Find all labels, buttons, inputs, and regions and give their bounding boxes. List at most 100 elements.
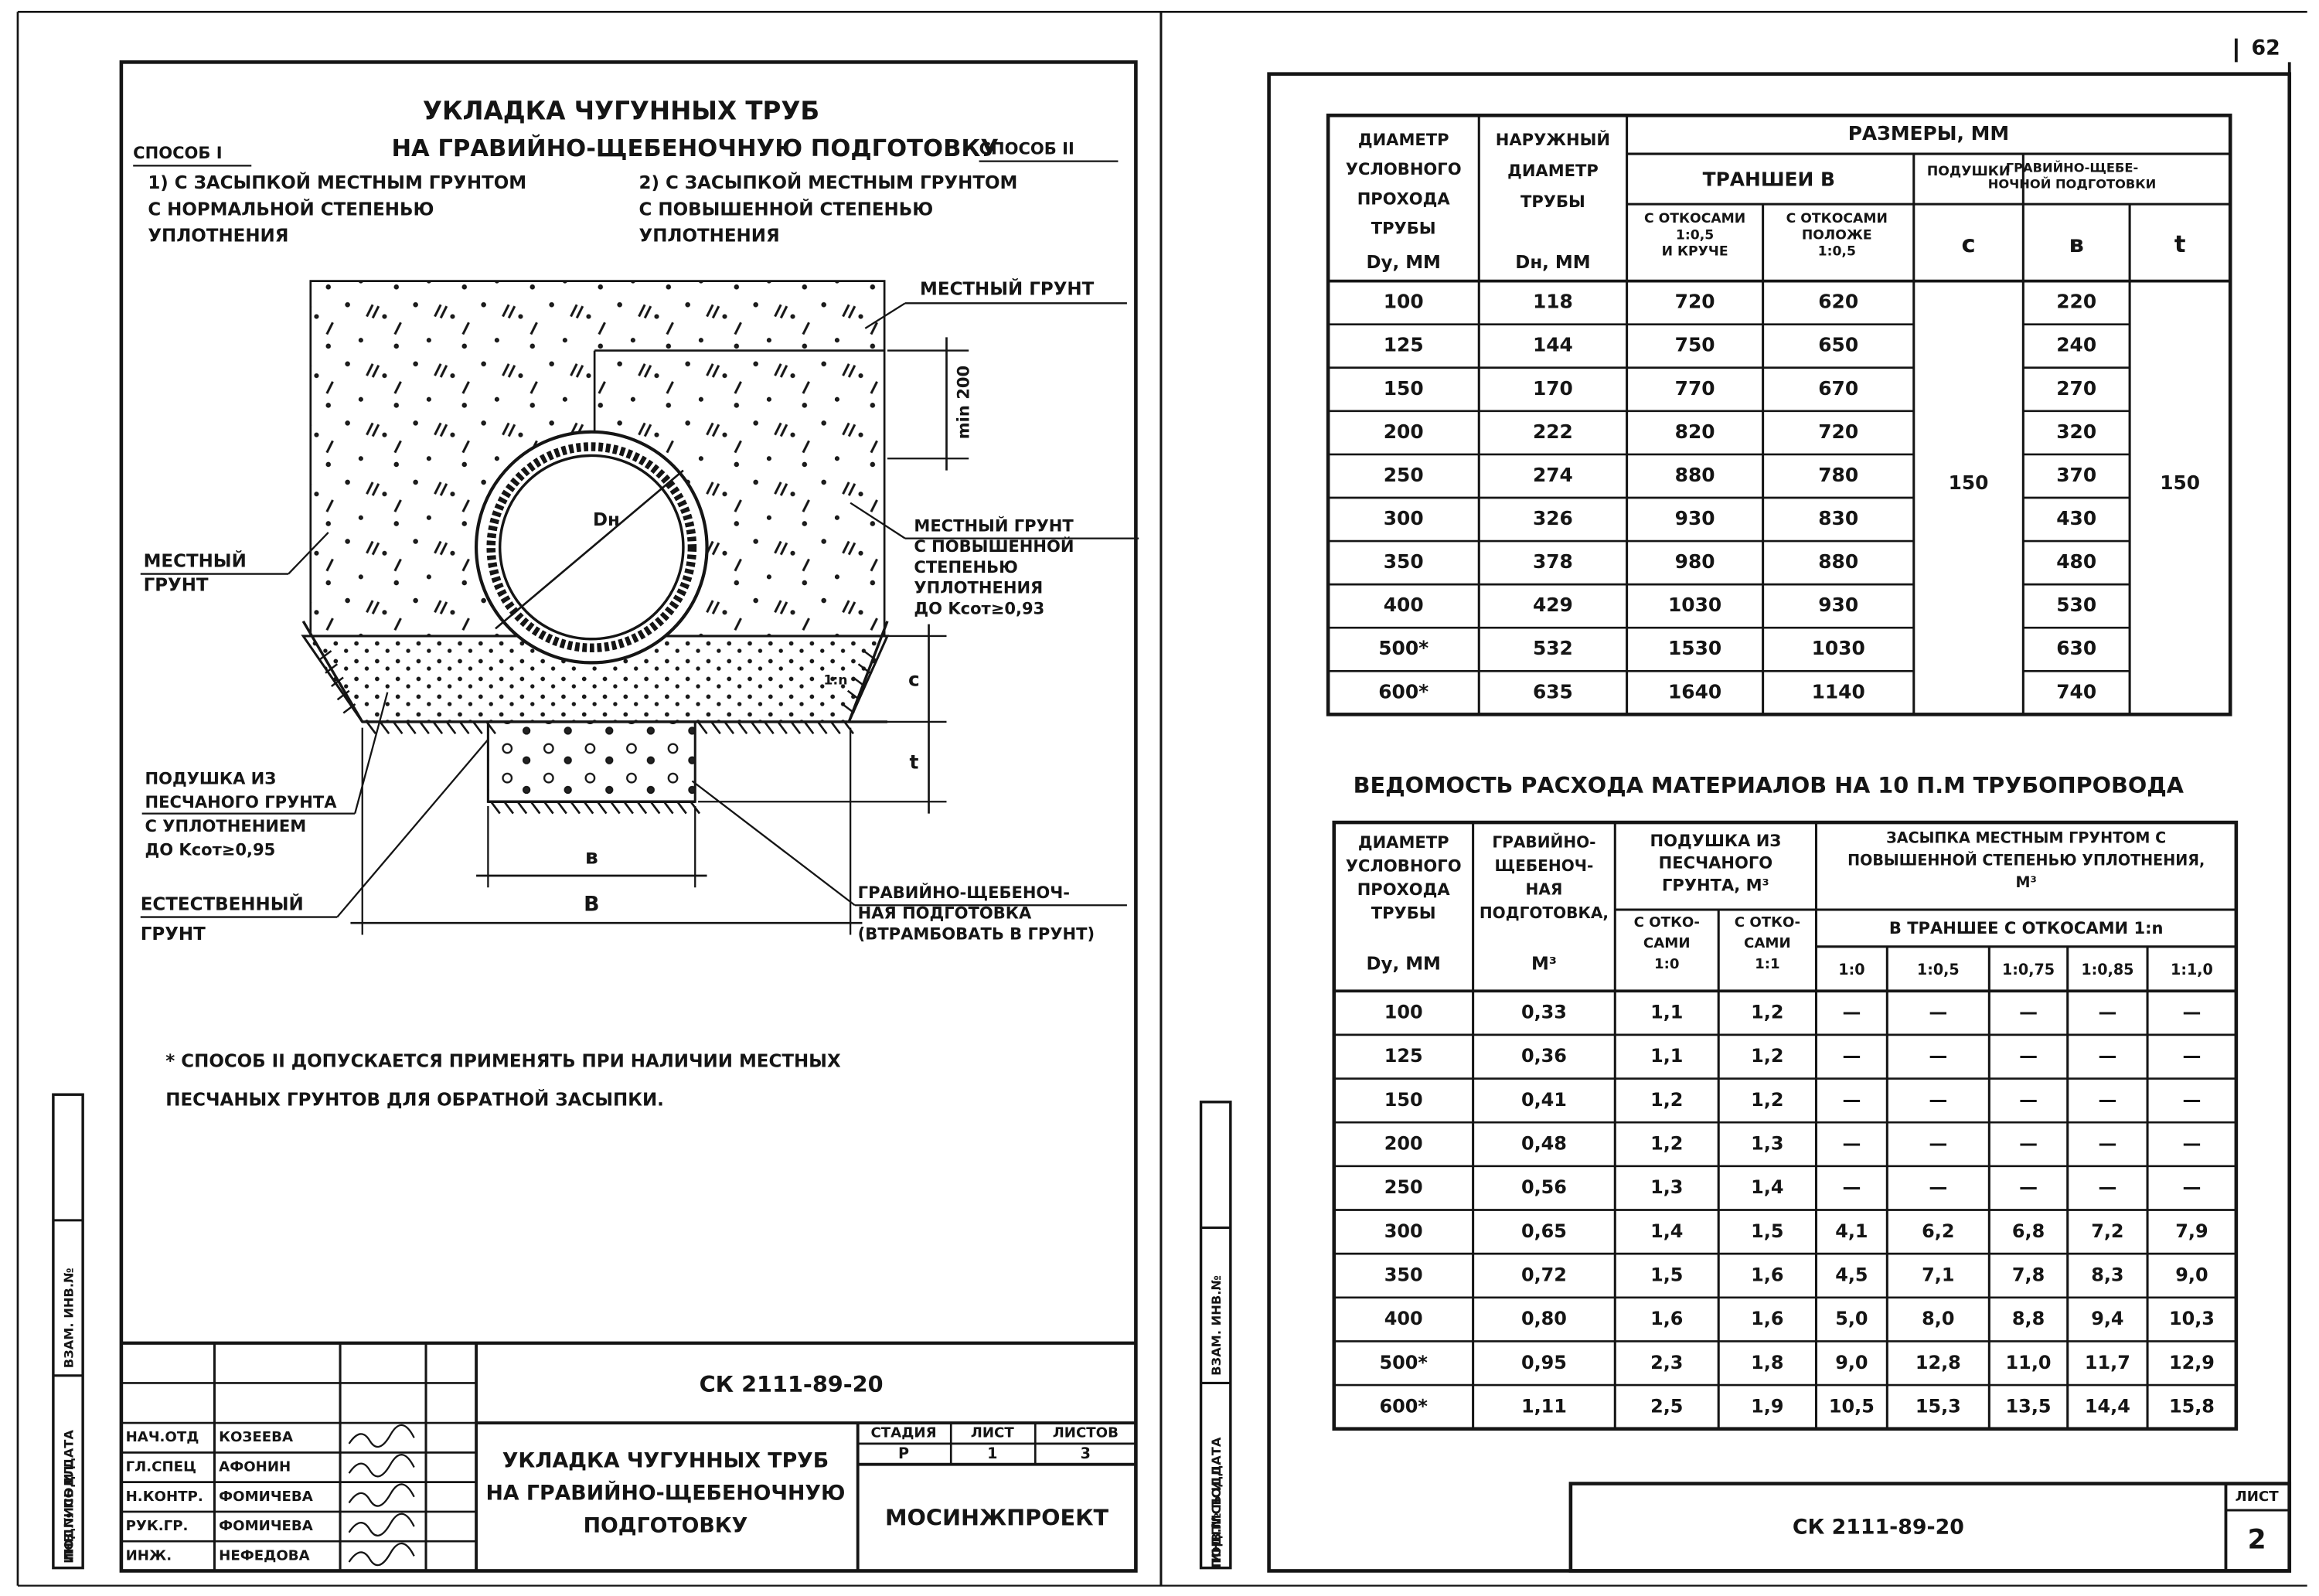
table-cell: 2,3	[1650, 1352, 1683, 1373]
table-cell: 1,2	[1751, 1089, 1783, 1111]
method-label: СПОСОБ II	[979, 138, 1074, 158]
staff-name: ФОМИЧЕВА	[219, 1518, 313, 1534]
callout: ДО Kсот≥0,93	[914, 598, 1044, 618]
ground-hatch	[530, 801, 541, 815]
column-header: 1:0	[1838, 961, 1864, 978]
table-cell: —	[2183, 1176, 2202, 1198]
method-label: СПОСОБ I	[133, 143, 222, 162]
table-cell: 350	[1384, 1264, 1423, 1285]
option-text: УПЛОТНЕНИЯ	[148, 226, 288, 247]
column-header: ДИАМЕТР	[1358, 832, 1449, 852]
table-cell: 1140	[1812, 680, 1865, 703]
table-cell: 1,5	[1650, 1264, 1683, 1285]
table-cell: 150	[2160, 471, 2200, 494]
table-cell: —	[1929, 1133, 1947, 1155]
column-header: С ОТКО-	[1634, 914, 1700, 931]
table-cell: 9,4	[2091, 1308, 2123, 1329]
sheet-title: НА ГРАВИЙНО-ЩЕБЕНОЧНУЮ	[486, 1480, 846, 1505]
callout: ПОДУШКА ИЗ	[145, 769, 277, 788]
leader	[864, 302, 906, 329]
ground-hatch	[676, 801, 687, 815]
table-cell: 0,33	[1521, 1002, 1567, 1023]
leader	[354, 692, 389, 814]
table-cell: 0,36	[1521, 1045, 1567, 1067]
ground-hatch	[557, 801, 567, 815]
ground-hatch	[325, 663, 339, 674]
ground-hatch	[432, 721, 444, 735]
pipe-wall	[486, 442, 697, 652]
column-header: ПОЛОЖЕ	[1802, 227, 1872, 243]
column-header: ТРУБЫ	[1520, 192, 1585, 211]
table-cell: 500*	[1379, 1352, 1428, 1373]
table-cell: 13,5	[2006, 1395, 2052, 1417]
table-cell: —	[2098, 1045, 2116, 1067]
callout: С УПЛОТНЕНИЕМ	[145, 816, 307, 835]
ground-hatch	[318, 650, 332, 661]
table-cell: 830	[1818, 507, 1858, 529]
ground-hatch	[342, 703, 356, 714]
table-cell: 1640	[1668, 680, 1721, 703]
table-cell: 1,3	[1751, 1133, 1783, 1155]
title: УКЛАДКА ЧУГУННЫХ ТРУБ	[423, 96, 819, 125]
ground-hatch	[777, 721, 788, 735]
table-cell: —	[2183, 1089, 2202, 1111]
ground-hatch	[392, 721, 404, 735]
ground-hatch	[843, 721, 855, 735]
table-cell: 7,1	[1922, 1264, 1954, 1285]
group-header: ТРАНШЕИ В	[1703, 168, 1835, 190]
side-stamp-label: ПОДПИСЬ И ДАТА	[61, 1430, 76, 1560]
table-frame	[1326, 113, 2232, 716]
page-number: 62	[2251, 36, 2280, 60]
ground-hatch	[750, 721, 761, 735]
column-header: в	[2069, 231, 2084, 258]
column-header: Dн, ММ	[1515, 253, 1590, 273]
dimension-label: t	[909, 751, 918, 774]
group-header: НОЧНОЙ ПОДГОТОВКИ	[1988, 177, 2156, 192]
table-cell: —	[1929, 1089, 1947, 1111]
ground-hatch	[445, 721, 457, 735]
table-cell: 8,3	[2091, 1264, 2123, 1285]
table-title: ВЕДОМОСТЬ РАСХОДА МАТЕРИАЛОВ НА 10 П.М Т…	[1354, 772, 2184, 798]
table-cell: —	[1842, 1089, 1861, 1111]
side-stamp-label: ВЗАМ. ИНВ.№	[61, 1268, 76, 1368]
column-header: Dу, ММ	[1366, 253, 1440, 273]
ground-hatch	[710, 721, 721, 735]
table-cell: 1,5	[1751, 1220, 1783, 1242]
table-cell: 300	[1384, 1220, 1423, 1242]
column-header: С ОТКОСАМИ	[1644, 211, 1745, 226]
column-header: ДИАМЕТР	[1358, 130, 1449, 149]
ground-hatch	[764, 721, 775, 735]
leader	[288, 532, 329, 575]
table-cell: 200	[1384, 1133, 1423, 1155]
side-stamp-label: ИНВ.№ ПОДЛ.	[61, 1461, 76, 1564]
ground-hatch	[662, 801, 674, 815]
table-cell: 880	[1818, 550, 1858, 573]
group-header: ГРУНТА, М³	[1662, 875, 1769, 894]
dimension-label: min 200	[953, 366, 972, 439]
ground-hatch	[331, 676, 344, 688]
table-cell: 12,8	[1915, 1352, 1961, 1373]
table-cell: 720	[1675, 291, 1715, 313]
table-frame	[1332, 820, 2239, 1431]
table-cell: 430	[2056, 507, 2096, 529]
column-header: 1:0,5	[1917, 961, 1960, 978]
callout: ГРАВИЙНО-ЩЕБЕНОЧ-	[858, 883, 1070, 902]
side-stamp	[52, 1093, 84, 1570]
table-cell: 144	[1533, 334, 1573, 356]
table-cell: 1,6	[1751, 1308, 1783, 1329]
ground-hatch	[490, 801, 501, 815]
table-cell: —	[2183, 1002, 2202, 1023]
organization: МОСИНЖПРОЕКТ	[885, 1504, 1109, 1530]
ground-hatch	[846, 689, 860, 701]
table-cell: 14,4	[2085, 1395, 2130, 1417]
table-cell: 532	[1533, 637, 1573, 659]
column-header: Dу, ММ	[1366, 954, 1440, 974]
table-cell: 1,9	[1751, 1395, 1783, 1417]
table-cell: 5,0	[1835, 1308, 1868, 1329]
table-cell: 6,8	[2012, 1220, 2045, 1242]
table-cell: 1,6	[1650, 1308, 1683, 1329]
table-cell: 480	[2056, 550, 2096, 573]
table-cell: 274	[1533, 464, 1573, 486]
